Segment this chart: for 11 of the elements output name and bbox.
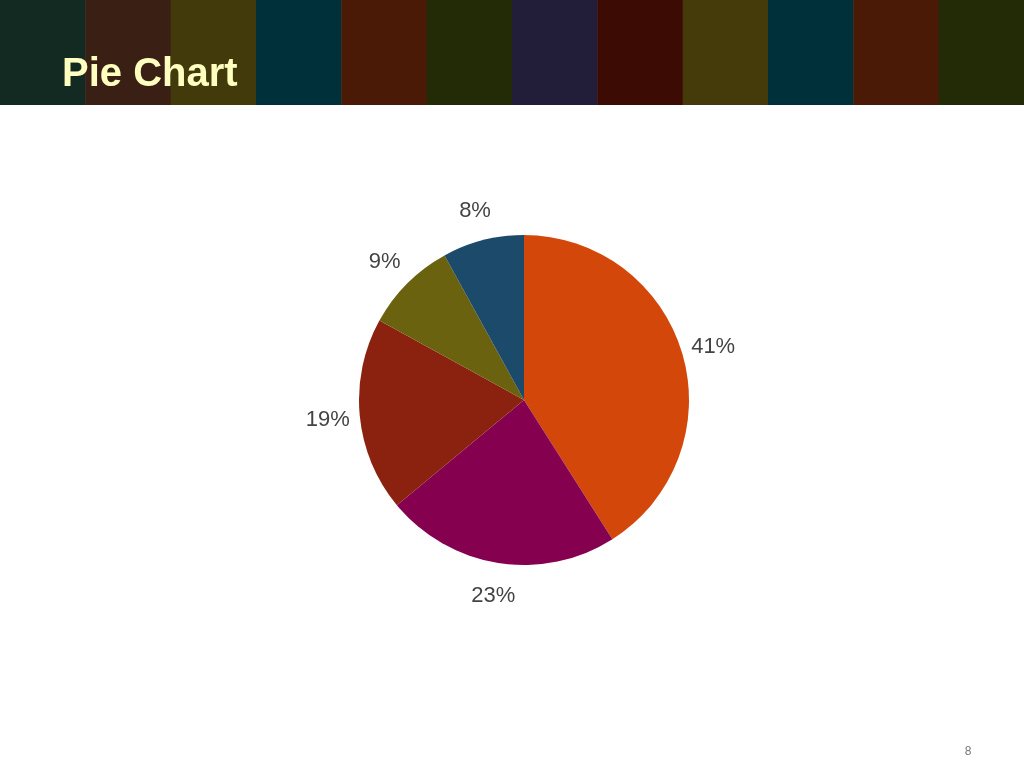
data-label: 9%	[368, 248, 401, 274]
data-label: 19%	[305, 406, 350, 432]
pie-slice	[359, 320, 524, 506]
pie-slice	[524, 235, 689, 540]
chart-title: Pie Chart	[62, 50, 238, 94]
pie-slice	[444, 235, 524, 400]
data-label: 8%	[459, 196, 491, 222]
data-label: 41%	[691, 332, 736, 358]
text: 8	[964, 744, 972, 758]
data-label: 23%	[471, 582, 516, 608]
pie-slice	[396, 400, 613, 565]
